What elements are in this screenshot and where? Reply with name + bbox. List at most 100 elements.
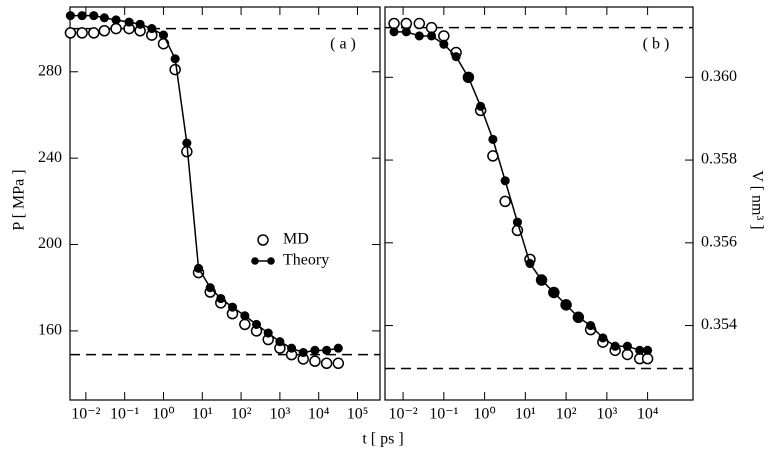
x-tick-label: 10¹ — [192, 406, 213, 423]
x-tick-label: 10¹ — [515, 406, 536, 423]
data-point — [205, 283, 215, 293]
data-point — [525, 258, 535, 269]
x-axis-title: t [ ps ] — [362, 431, 403, 448]
plot-frame — [384, 6, 694, 401]
y-tick-label: 0.358 — [701, 151, 737, 168]
data-point — [512, 217, 522, 227]
data-point — [333, 343, 343, 353]
x-tick-label: 10⁻² — [71, 406, 100, 423]
data-point — [216, 293, 226, 304]
data-point — [621, 348, 634, 361]
data-point — [287, 343, 297, 353]
legend-label: Theory — [283, 252, 329, 269]
data-point — [135, 19, 145, 29]
data-point — [643, 345, 653, 355]
data-point — [320, 357, 333, 370]
legend-marker — [251, 257, 259, 265]
data-point — [298, 347, 308, 358]
data-point — [322, 345, 332, 355]
x-tick-label: 10⁰ — [473, 406, 495, 423]
data-point — [64, 27, 77, 39]
data-point — [499, 195, 511, 208]
data-point — [622, 341, 632, 351]
x-tick-label: 10⁰ — [152, 406, 174, 423]
x-tick-label: 10⁵ — [347, 406, 369, 423]
data-point — [227, 302, 238, 312]
legend-marker — [267, 257, 275, 265]
data-point — [476, 101, 486, 111]
x-tick-label: 10³ — [596, 406, 617, 423]
x-tick-label: 10⁻² — [388, 406, 417, 423]
data-point — [170, 54, 180, 64]
data-point — [500, 176, 510, 186]
data-point — [401, 27, 411, 37]
data-point — [427, 31, 437, 41]
data-point — [641, 352, 654, 365]
y-tick-label: 0.354 — [701, 316, 737, 333]
data-point — [537, 275, 547, 285]
y-axis-title: P [ MPa ] — [11, 169, 28, 230]
data-point — [240, 311, 250, 321]
data-point — [586, 320, 596, 331]
x-tick-label: 10³ — [269, 406, 290, 423]
x-tick-label: 10² — [556, 406, 577, 423]
y-tick-label: 160 — [38, 322, 62, 339]
data-point — [438, 30, 450, 42]
data-point — [65, 11, 75, 21]
y-axis-title: V [ nm³ ] — [748, 170, 765, 229]
x-tick-label: 10⁴ — [637, 406, 659, 423]
data-point — [598, 333, 608, 343]
data-point — [77, 11, 87, 21]
data-point — [549, 287, 559, 297]
x-tick-label: 10⁴ — [308, 406, 330, 423]
y-tick-label: 0.360 — [701, 68, 737, 85]
data-point — [76, 27, 88, 39]
data-point — [98, 25, 111, 37]
data-point — [610, 341, 620, 351]
data-point — [635, 345, 645, 355]
data-point — [332, 357, 345, 370]
series-line — [394, 31, 648, 352]
data-point — [110, 22, 122, 35]
data-point — [388, 17, 400, 30]
data-point — [561, 300, 571, 310]
data-point — [89, 11, 99, 21]
data-point — [310, 345, 320, 355]
data-point — [182, 138, 192, 148]
x-tick-label: 10⁻¹ — [110, 406, 139, 423]
data-point — [147, 24, 157, 34]
y-tick-label: 0.356 — [701, 233, 737, 250]
data-point — [488, 134, 498, 144]
data-point — [158, 30, 169, 40]
data-point — [573, 312, 583, 322]
data-point — [400, 17, 413, 30]
y-tick-label: 280 — [38, 62, 62, 79]
data-point — [463, 72, 473, 82]
data-point — [88, 27, 100, 39]
panel-label: ( a ) — [330, 36, 356, 53]
data-point — [251, 319, 262, 329]
y-tick-label: 240 — [38, 149, 62, 166]
data-point — [99, 13, 109, 23]
series-line — [70, 14, 339, 354]
legend-label: MD — [283, 231, 309, 248]
plot-frame — [69, 6, 381, 401]
data-point — [439, 39, 449, 49]
legend-marker — [257, 234, 269, 246]
data-point — [451, 52, 461, 62]
panel-label: ( b ) — [643, 36, 670, 53]
data-point — [124, 17, 134, 27]
y-tick-label: 200 — [38, 235, 62, 252]
data-point — [263, 328, 273, 338]
data-point — [414, 31, 424, 41]
data-point — [425, 21, 438, 34]
data-point — [389, 27, 399, 37]
data-point — [193, 263, 204, 273]
data-point — [275, 337, 285, 347]
data-point — [413, 17, 426, 30]
data-point — [239, 318, 251, 331]
data-point — [111, 15, 121, 25]
x-tick-label: 10⁻¹ — [429, 406, 458, 423]
data-point — [169, 63, 181, 76]
